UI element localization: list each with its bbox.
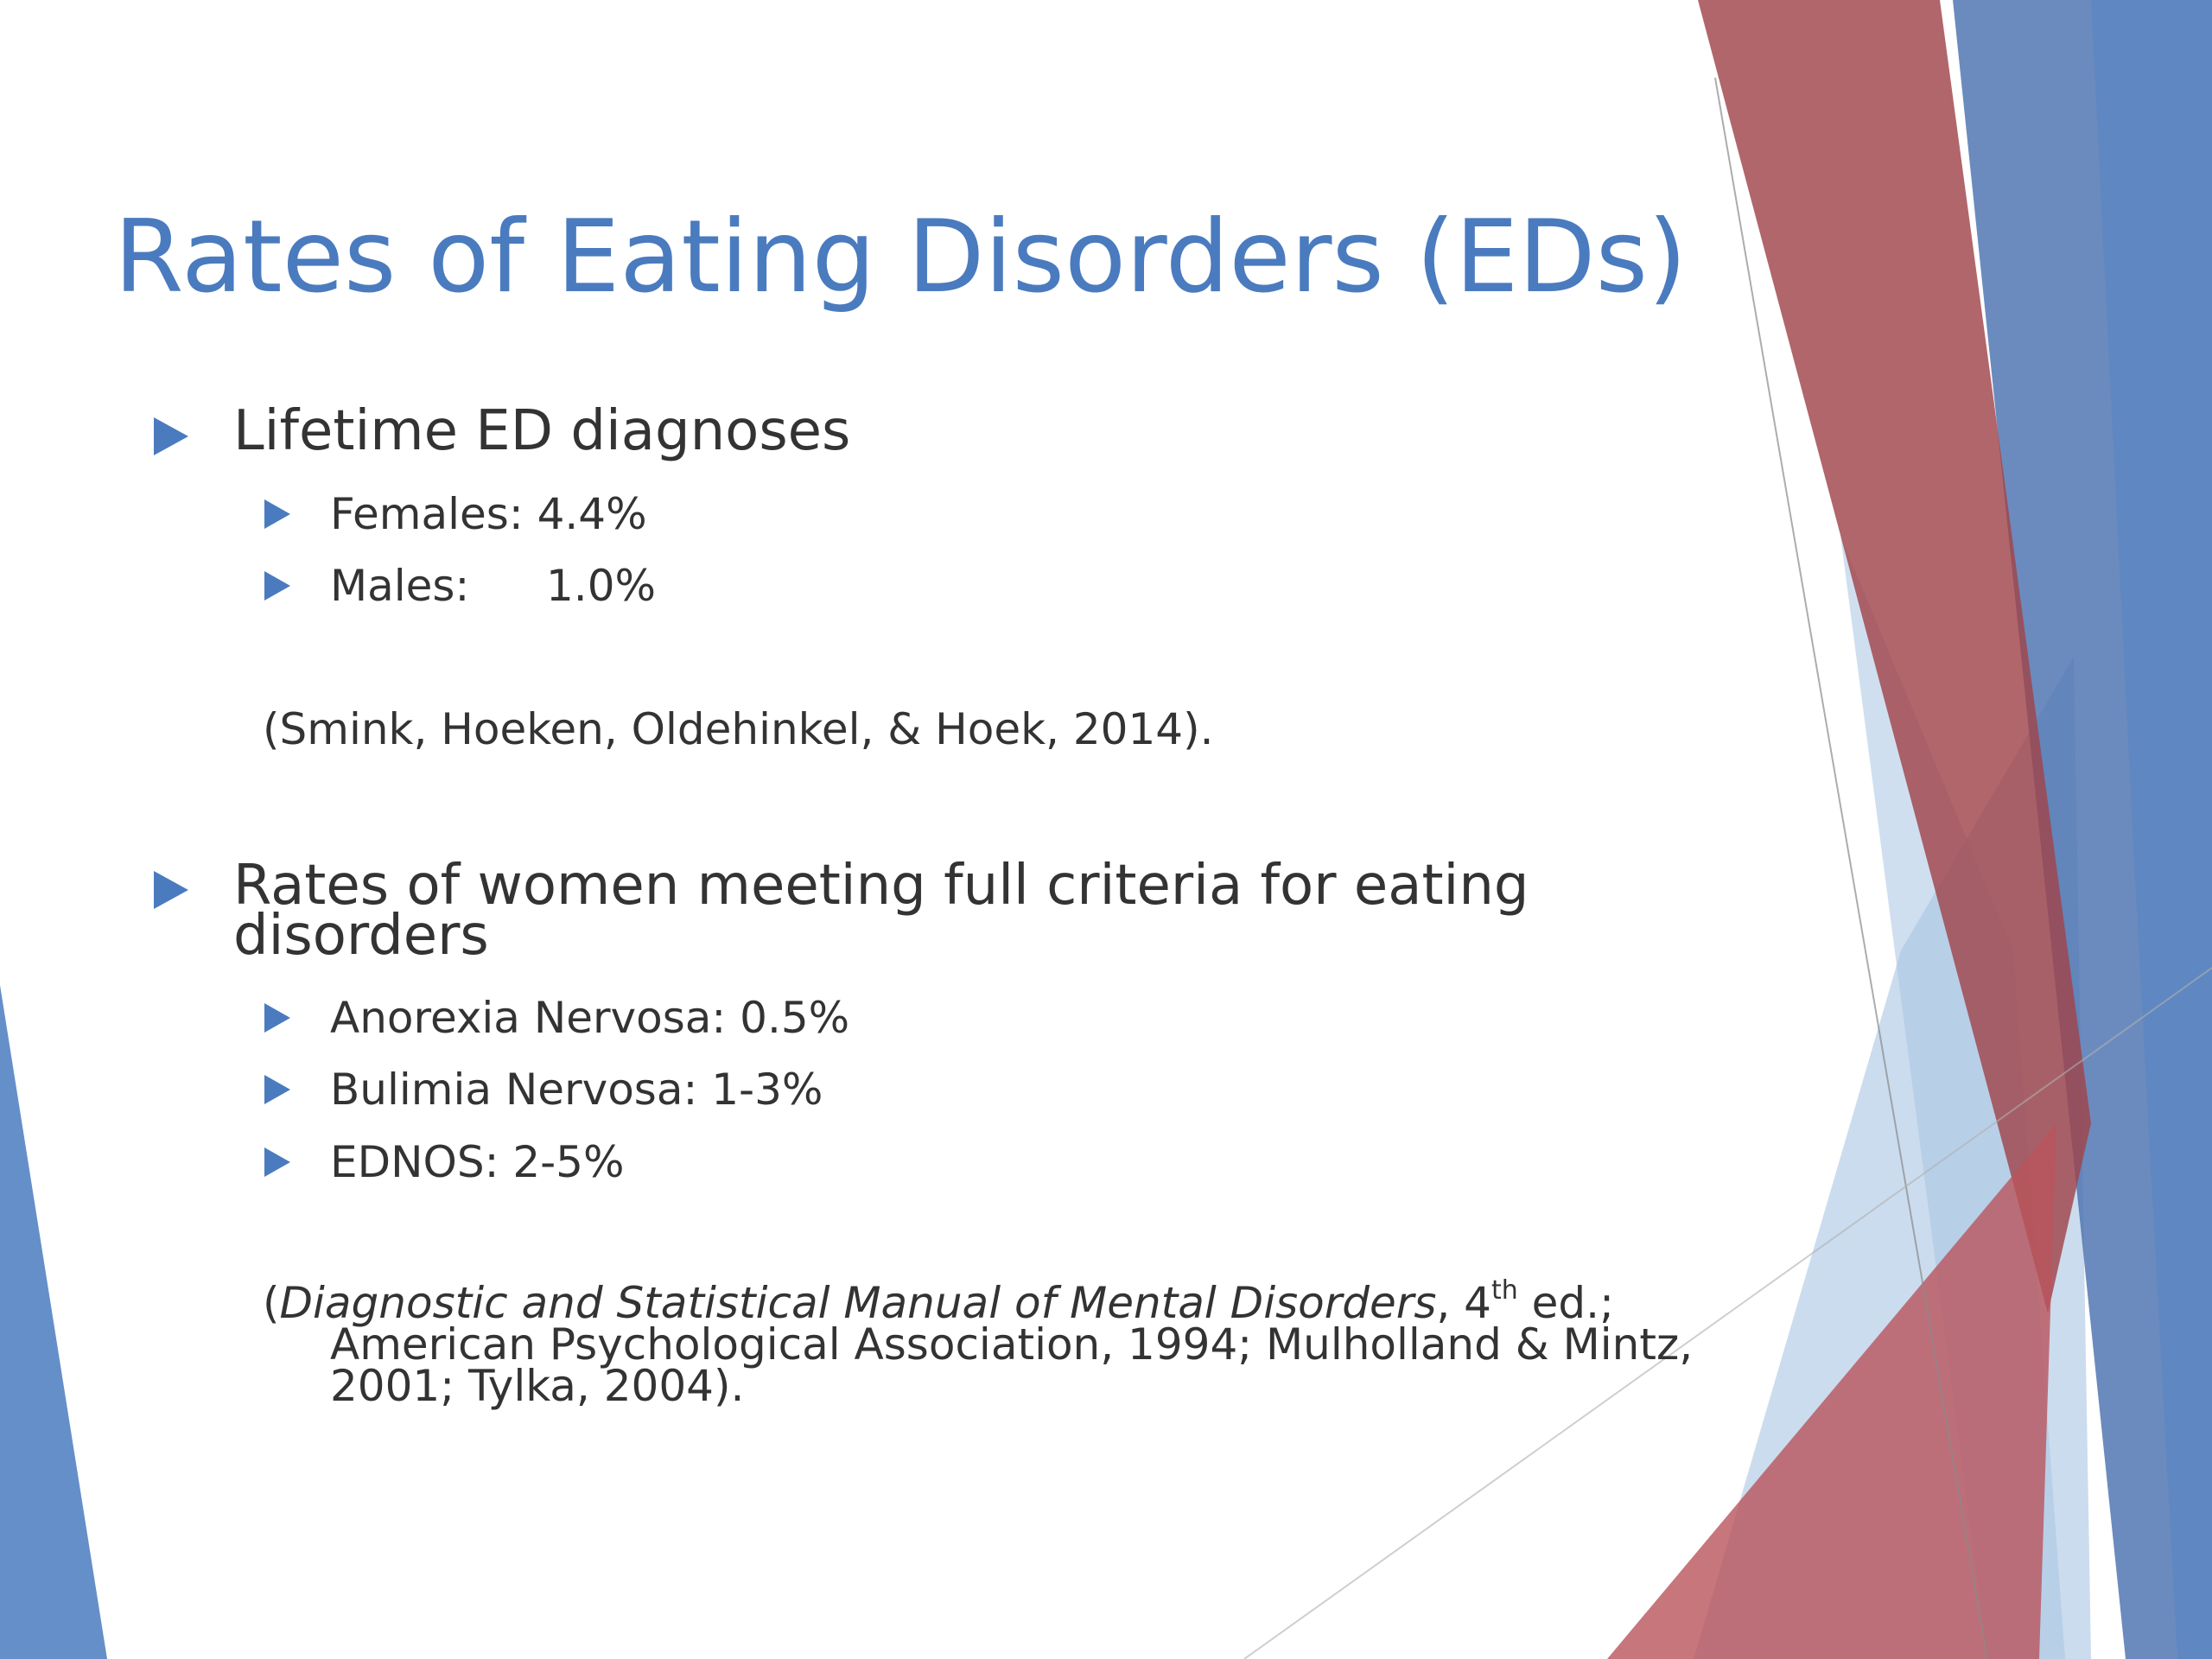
citation-smink: (Smink, Hoeken, Oldehinkel, & Hoek, 2014… [263, 704, 1214, 754]
females-value: 4.4% [537, 489, 647, 539]
citation-dsm-line3: 2001; Tylka, 2004). [330, 1361, 745, 1411]
citation-open-paren: ( [263, 1278, 280, 1328]
citation-dsm: (Diagnostic and Statistical Manual of Me… [263, 1278, 1694, 1411]
sub-bullet-arrow-icon [264, 1075, 290, 1104]
rates-heading-line2: disorders [233, 904, 489, 968]
citation-dsm-title: Diagnostic and Statistical Manual of Men… [279, 1278, 1437, 1328]
males-label: Males: [330, 561, 470, 611]
left-blue-sliver [0, 985, 107, 1659]
right-blue-edge [2091, 0, 2212, 1659]
bullet-arrow-icon [154, 417, 188, 455]
slide-title: Rates of Eating Disorders (EDs) [114, 199, 1688, 315]
rates-heading-line1: Rates of women meeting full criteria for… [233, 854, 1529, 918]
bullet-arrow-icon [154, 871, 188, 909]
sub-bullet-males: Males: 1.0% [330, 561, 656, 611]
sub-bullet-arrow-icon [264, 1147, 290, 1177]
females-label: Females: [330, 489, 524, 539]
citation-edition-tail: ed.; [1517, 1278, 1614, 1328]
citation-dsm-line2: American Psychological Association, 1994… [330, 1319, 1694, 1370]
citation-edition-suffix: th [1491, 1275, 1518, 1306]
males-value: 1.0% [546, 561, 657, 611]
sub-bullet-ednos: EDNOS: 2-5% [330, 1137, 625, 1187]
red-lower-triangle [1607, 1123, 2056, 1659]
citation-edition-number: , 4 [1436, 1278, 1491, 1328]
sub-bullet-arrow-icon [264, 499, 290, 529]
thin-diagonal-line-2 [1243, 967, 2212, 1659]
sub-bullet-bulimia: Bulimia Nervosa: 1-3% [330, 1065, 823, 1115]
bullet-rates-of-women: Rates of women meeting full criteria for… [233, 858, 1529, 963]
citation-dsm-line1: (Diagnostic and Statistical Manual of Me… [263, 1278, 1693, 1325]
red-diagonal-band [1698, 0, 2091, 1313]
sub-bullet-arrow-icon [264, 571, 290, 601]
sub-bullet-females: Females: 4.4% [330, 489, 647, 539]
thin-diagonal-line-1 [1714, 77, 1988, 1659]
sub-bullet-anorexia: Anorexia Nervosa: 0.5% [330, 993, 850, 1043]
bullet-lifetime-ed-diagnoses: Lifetime ED diagnoses [233, 399, 851, 463]
sub-bullet-arrow-icon [264, 1003, 290, 1033]
